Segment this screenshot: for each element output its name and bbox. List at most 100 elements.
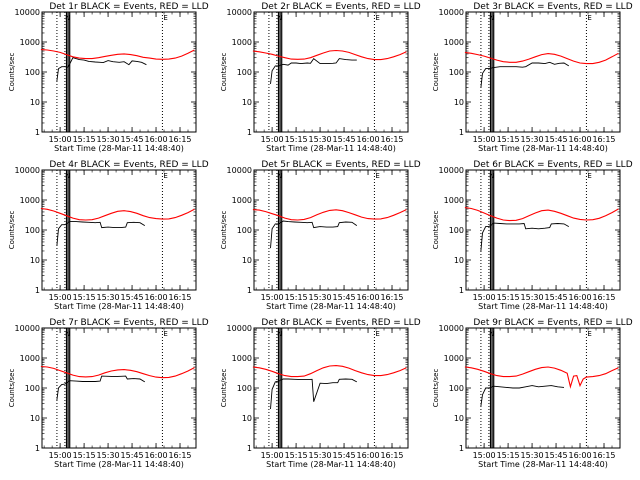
- x-tick-label: 16:00: [357, 135, 380, 144]
- x-tick-label: 15:15: [285, 451, 308, 460]
- lld-series-line: [40, 207, 195, 221]
- y-axis-label: Counts/sec: [220, 369, 228, 408]
- y-tick-label: 10: [30, 414, 40, 423]
- x-tick-label: 15:30: [309, 135, 332, 144]
- y-tick-label: 100: [25, 384, 40, 393]
- y-tick-label: 1: [459, 128, 464, 137]
- marker-label: N: [489, 172, 494, 180]
- x-tick-label: 16:15: [592, 293, 615, 302]
- chart-panel: Det 9r BLACK = Events, RED = LLD 1 10 100 10…: [432, 318, 633, 469]
- x-tick-label: 15:15: [497, 293, 520, 302]
- x-tick-label: 15:15: [285, 293, 308, 302]
- lld-series-line: [464, 366, 619, 389]
- marker-label: N: [277, 330, 282, 338]
- x-tick-label: 16:00: [569, 293, 592, 302]
- events-series-line: [480, 385, 565, 407]
- x-tick-label: 15:45: [121, 451, 144, 460]
- events-series-line: [56, 221, 146, 246]
- x-tick-label: 15:00: [473, 135, 496, 144]
- y-tick-label: 10000: [227, 8, 252, 17]
- y-tick-label: 10000: [439, 166, 464, 175]
- y-tick-label: 10000: [15, 8, 40, 17]
- x-tick-label: 15:30: [97, 135, 120, 144]
- x-tick-label: 15:30: [521, 135, 544, 144]
- chart-title: Det 3r BLACK = Events, RED = LLD: [473, 2, 632, 12]
- y-tick-label: 1: [247, 128, 252, 137]
- marker-label: E: [163, 172, 167, 180]
- chart-title: Det 9r BLACK = Events, RED = LLD: [473, 318, 632, 328]
- chart-title: Det 6r BLACK = Events, RED = LLD: [473, 160, 632, 170]
- y-tick-label: 1: [35, 128, 40, 137]
- y-tick-label: 10000: [15, 166, 40, 175]
- chart-panel: Det 3r BLACK = Events, RED = LLD 1 10 100 10…: [432, 2, 633, 153]
- x-tick-label: 16:00: [145, 135, 168, 144]
- x-tick-label: 15:15: [73, 451, 96, 460]
- x-tick-label: 16:15: [168, 293, 191, 302]
- y-tick-label: 1: [459, 286, 464, 295]
- y-axis-label: Counts/sec: [220, 211, 228, 250]
- lld-series-line: [252, 209, 407, 221]
- y-tick-label: 1: [247, 286, 252, 295]
- marker-label: N: [277, 172, 282, 180]
- x-tick-label: 15:15: [497, 451, 520, 460]
- y-axis-label: Counts/sec: [432, 211, 440, 250]
- x-axis-label: Start Time (28-Mar-11 14:48:40): [54, 460, 184, 469]
- y-tick-label: 10: [454, 256, 464, 265]
- y-tick-label: 100: [237, 384, 252, 393]
- x-tick-label: 15:30: [97, 451, 120, 460]
- y-tick-label: 100: [237, 226, 252, 235]
- x-axis-label: Start Time (28-Mar-11 14:48:40): [54, 144, 184, 153]
- y-tick-label: 10000: [15, 324, 40, 333]
- x-tick-label: 16:15: [168, 135, 191, 144]
- y-tick-label: 1: [35, 286, 40, 295]
- y-axis-label: Counts/sec: [8, 369, 16, 408]
- y-tick-label: 10: [454, 98, 464, 107]
- y-axis-label: Counts/sec: [220, 53, 228, 92]
- events-series-line: [56, 375, 146, 400]
- x-tick-label: 16:00: [145, 451, 168, 460]
- x-tick-label: 16:00: [569, 451, 592, 460]
- marker-label: N: [277, 14, 282, 22]
- y-axis-label: Counts/sec: [432, 53, 440, 92]
- marker-label: E: [375, 14, 379, 22]
- marker-label: N: [65, 172, 70, 180]
- x-tick-label: 16:15: [592, 451, 615, 460]
- x-tick-label: 16:00: [357, 451, 380, 460]
- chart-title: Det 7r BLACK = Events, RED = LLD: [49, 318, 208, 328]
- chart-title: Det 5r BLACK = Events, RED = LLD: [261, 160, 420, 170]
- chart-panel: Det 5r BLACK = Events, RED = LLD 1 10 100 10…: [220, 160, 421, 311]
- marker-label: N: [65, 330, 70, 338]
- x-axis-label: Start Time (28-Mar-11 14:48:40): [266, 460, 396, 469]
- chart-panel: Det 4r BLACK = Events, RED = LLD 1 10 100 10…: [8, 160, 209, 311]
- x-tick-label: 15:45: [121, 135, 144, 144]
- marker-label: E: [163, 14, 167, 22]
- x-tick-label: 16:15: [168, 451, 191, 460]
- x-tick-label: 15:30: [521, 293, 544, 302]
- lld-series-line: [252, 365, 407, 378]
- y-tick-label: 1000: [20, 38, 40, 47]
- x-tick-label: 15:30: [97, 293, 120, 302]
- x-tick-label: 15:45: [333, 451, 356, 460]
- x-tick-label: 16:00: [569, 135, 592, 144]
- y-tick-label: 1000: [20, 196, 40, 205]
- y-tick-label: 10000: [227, 324, 252, 333]
- x-tick-label: 15:30: [309, 293, 332, 302]
- y-tick-label: 10: [30, 256, 40, 265]
- lld-series-line: [40, 365, 195, 379]
- x-tick-label: 15:45: [121, 293, 144, 302]
- y-tick-label: 100: [449, 226, 464, 235]
- y-tick-label: 1: [247, 444, 252, 453]
- marker-label: E: [163, 330, 167, 338]
- lld-series-line: [40, 49, 195, 60]
- x-axis-label: Start Time (28-Mar-11 14:48:40): [54, 302, 184, 311]
- x-tick-label: 16:15: [380, 293, 403, 302]
- x-tick-label: 15:15: [497, 135, 520, 144]
- y-tick-label: 100: [25, 226, 40, 235]
- y-tick-label: 100: [25, 68, 40, 77]
- y-tick-label: 100: [237, 68, 252, 77]
- y-tick-label: 1000: [444, 354, 464, 363]
- x-tick-label: 16:15: [380, 135, 403, 144]
- x-tick-label: 15:15: [285, 135, 308, 144]
- x-axis-label: Start Time (28-Mar-11 14:48:40): [266, 144, 396, 153]
